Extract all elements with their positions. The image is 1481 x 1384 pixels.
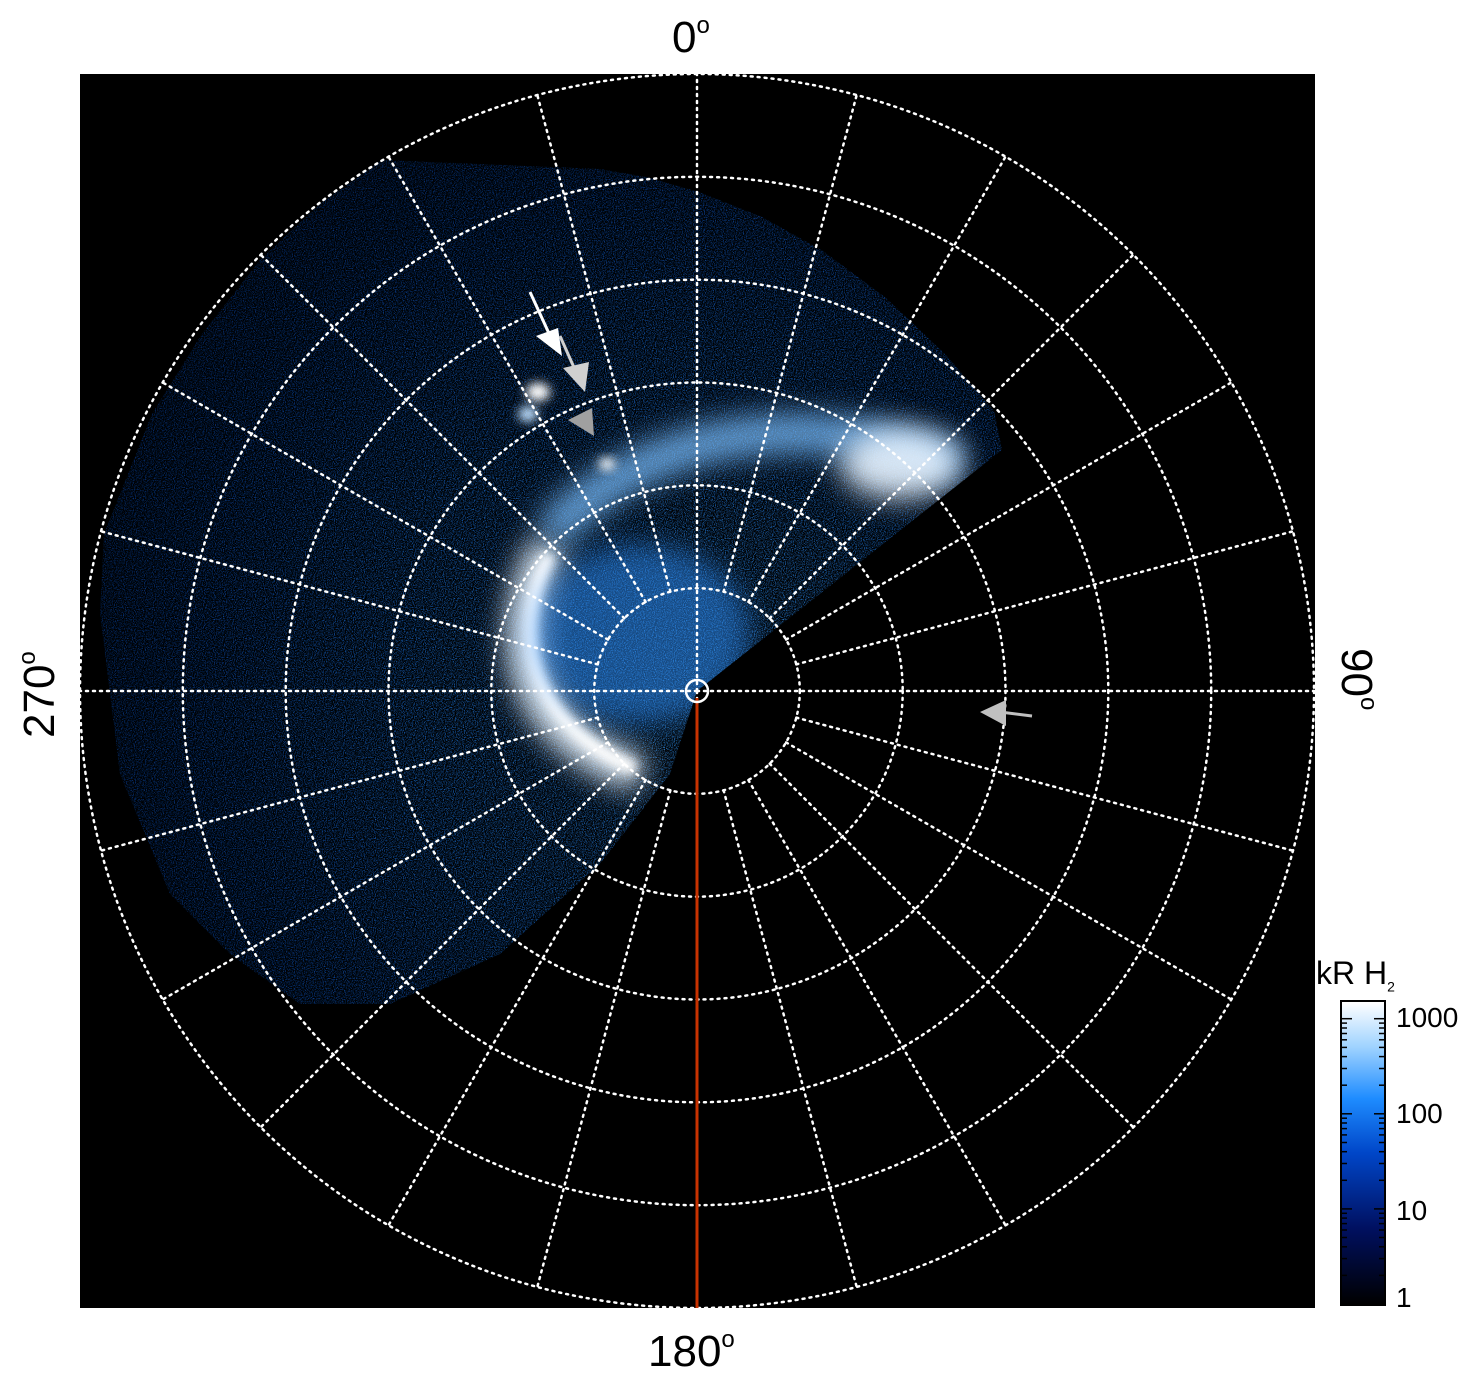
longitude-line bbox=[161, 741, 610, 1001]
longitude-line bbox=[99, 716, 599, 852]
longitude-line bbox=[747, 155, 1007, 604]
longitude-label-180: 180o bbox=[648, 1326, 735, 1376]
longitude-line bbox=[259, 762, 626, 1129]
polar-aurora-image bbox=[80, 74, 1315, 1308]
colorbar-title: kR H2 bbox=[1316, 955, 1395, 995]
arrow-gray-icon bbox=[980, 700, 1033, 726]
longitude-line bbox=[784, 381, 1233, 641]
arrowhead-gray-icon bbox=[568, 408, 594, 436]
longitude-line bbox=[784, 741, 1233, 1001]
longitude-grid-lines bbox=[80, 74, 1315, 1308]
pole-marker bbox=[684, 678, 710, 704]
longitude-line bbox=[795, 530, 1295, 666]
colorbar-tick-label: 100 bbox=[1396, 1098, 1443, 1129]
longitude-line bbox=[722, 93, 858, 593]
longitude-line bbox=[536, 789, 672, 1289]
longitude-line bbox=[536, 93, 672, 593]
longitude-line bbox=[387, 778, 647, 1227]
arrow-white-icon bbox=[528, 291, 562, 356]
colorbar-tick-label: 1000 bbox=[1396, 1002, 1459, 1033]
longitude-line bbox=[387, 155, 647, 604]
longitude-line bbox=[768, 253, 1135, 620]
longitude-line bbox=[99, 530, 599, 666]
longitude-label-0: 0o bbox=[672, 12, 710, 62]
longitude-label-270: 270o bbox=[14, 651, 64, 738]
arrow-lightgray-icon bbox=[558, 335, 589, 392]
longitude-line bbox=[768, 762, 1135, 1129]
colorbar bbox=[1340, 1000, 1386, 1306]
longitude-line bbox=[747, 778, 1007, 1227]
longitude-line bbox=[161, 381, 610, 641]
longitude-line bbox=[795, 716, 1295, 852]
longitude-line bbox=[722, 789, 858, 1289]
colorbar-tick-label: 10 bbox=[1396, 1195, 1428, 1226]
longitude-line bbox=[259, 253, 626, 620]
longitude-label-90: 90o bbox=[1332, 648, 1382, 711]
colorbar-tick-label: 1 bbox=[1396, 1282, 1412, 1313]
